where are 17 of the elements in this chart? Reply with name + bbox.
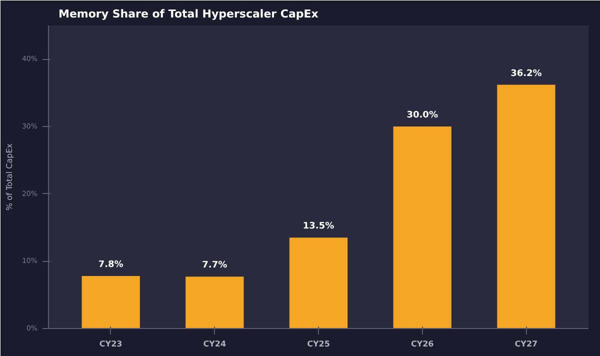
data-label: 7.8% — [98, 260, 124, 270]
data-label: 30.0% — [406, 110, 438, 120]
bar — [289, 238, 348, 328]
y-axis-title: % of Total CapEx — [4, 143, 14, 210]
data-label: 13.5% — [302, 222, 334, 232]
x-tick-label: CY25 — [307, 340, 330, 348]
bar — [82, 276, 140, 328]
bar — [393, 126, 452, 328]
bar — [186, 276, 244, 328]
x-tick-label: CY27 — [514, 340, 538, 348]
x-tick-label: CY23 — [99, 340, 122, 348]
data-label: 36.2% — [510, 68, 542, 79]
x-tick-label: CY24 — [203, 340, 226, 348]
x-tick-label: CY26 — [410, 340, 434, 348]
bar — [497, 84, 556, 328]
chart-title: Memory Share of Total Hyperscaler CapEx — [58, 8, 318, 20]
data-label: 7.7% — [202, 260, 228, 271]
